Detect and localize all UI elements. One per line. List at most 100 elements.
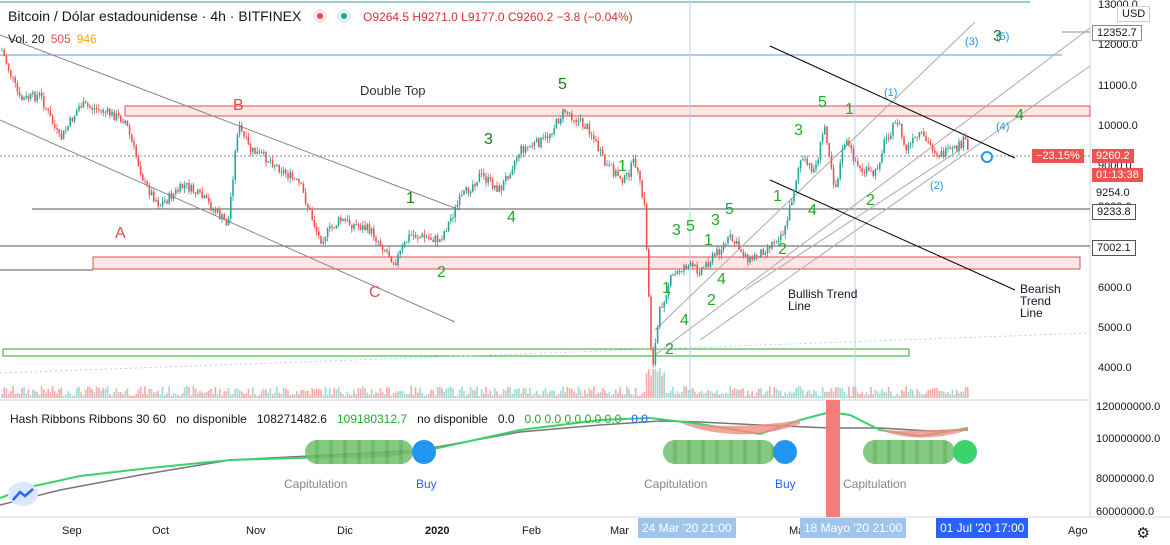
volume-bar: [960, 391, 962, 398]
candle-body: [91, 107, 93, 110]
volume-bar: [599, 391, 602, 398]
volume-bar: [828, 391, 830, 398]
candle-body: [905, 144, 907, 151]
candle-body: [265, 152, 267, 163]
status-dot-icon-2: [337, 9, 352, 23]
tradingview-logo-icon[interactable]: [8, 482, 38, 506]
volume-bar: [615, 389, 617, 398]
volume-bar: [951, 389, 954, 398]
volume-bar: [788, 391, 791, 398]
volume-bar: [115, 388, 118, 398]
candle-body: [377, 241, 379, 242]
volume-bar: [773, 387, 775, 398]
candle-body: [390, 256, 393, 263]
candle-body: [870, 170, 872, 172]
volume-bar: [179, 395, 181, 398]
volume-bar: [742, 388, 745, 398]
volume-bar: [197, 392, 199, 398]
indicator-tick-label: 120000000.0: [1096, 401, 1161, 413]
candle-body: [247, 137, 250, 145]
level-top-tag: 12352.7: [1092, 25, 1142, 41]
candle-body: [964, 136, 967, 140]
volume-bar: [601, 388, 604, 398]
candle-body: [947, 147, 949, 149]
candle-body: [139, 165, 142, 175]
volume-bar: [419, 387, 421, 398]
volume-bar: [711, 392, 714, 398]
volume-bar: [511, 393, 514, 398]
volume-bar: [870, 387, 872, 398]
volume-bar: [786, 394, 789, 398]
volume-bar: [205, 391, 208, 398]
volume-bar: [923, 394, 925, 398]
candle-body: [106, 108, 109, 113]
volume-bar: [901, 389, 903, 398]
volume-bar: [194, 388, 197, 398]
volume-bar: [533, 393, 536, 398]
volume-bar: [456, 395, 459, 398]
wave-paren-label: (2): [930, 180, 944, 192]
volume-bar: [909, 389, 912, 398]
volume-bar: [166, 393, 168, 398]
volume-bar: [95, 386, 98, 398]
volume-bar: [513, 388, 516, 398]
candle-body: [582, 118, 584, 127]
candle-body: [465, 187, 467, 191]
volume-bar: [401, 390, 404, 398]
gear-icon[interactable]: ⚙: [1136, 525, 1150, 542]
candle-body: [835, 184, 837, 187]
candle-body: [936, 152, 938, 155]
wave-label: 3: [993, 28, 1002, 45]
volume-bar: [502, 389, 505, 398]
volume-bar: [707, 390, 709, 398]
candle-body: [667, 285, 670, 296]
indicator-tick-label: 60000000.0: [1096, 506, 1155, 518]
candle-body: [632, 158, 635, 163]
candle-body: [230, 196, 232, 219]
candle-body: [491, 179, 494, 189]
price-tick-label: 5000.0: [1098, 322, 1132, 334]
volume-bar: [124, 390, 126, 398]
volume-bar: [529, 387, 531, 398]
candle-body: [953, 145, 956, 148]
candle-body: [868, 167, 870, 171]
volume-bars: [1, 368, 969, 398]
candle-body: [777, 240, 780, 243]
volume-bar: [260, 391, 263, 398]
candle-body: [421, 234, 423, 237]
candle-body: [34, 92, 36, 101]
volume-bar: [432, 389, 434, 398]
volume-bar: [582, 395, 584, 398]
currency-label[interactable]: USD: [1117, 6, 1151, 22]
candle-body: [898, 123, 901, 125]
volume-bar: [489, 390, 492, 398]
volume-bar: [269, 388, 272, 398]
candle-body: [839, 162, 841, 179]
candle-body: [707, 262, 709, 267]
candle-body: [166, 200, 168, 204]
volume-bar: [236, 388, 239, 398]
volume-bar: [362, 386, 364, 398]
candle-body: [188, 183, 190, 192]
bullish-trend-label: Bullish Trend Line: [788, 287, 858, 313]
volume-bar: [929, 390, 932, 398]
volume-bar: [51, 386, 54, 398]
volume-bar: [769, 386, 771, 398]
volume-bar: [857, 392, 859, 398]
volume-bar: [3, 387, 5, 398]
volume-bar: [390, 395, 393, 398]
candle-body: [384, 250, 386, 251]
candle-body: [399, 250, 401, 255]
wave-label: 5: [725, 201, 734, 218]
volume-bar: [84, 389, 87, 398]
volume-bar: [782, 395, 784, 398]
volume-bar: [661, 375, 663, 398]
volume-bar: [861, 391, 863, 398]
candle-body: [245, 136, 247, 138]
volume-bar: [846, 395, 848, 398]
candle-body: [181, 183, 184, 189]
candle-body: [872, 170, 874, 176]
symbol-title[interactable]: Bitcoin / Dólar estadounidense · 4h · BI…: [8, 8, 302, 24]
volume-bar: [331, 395, 333, 398]
